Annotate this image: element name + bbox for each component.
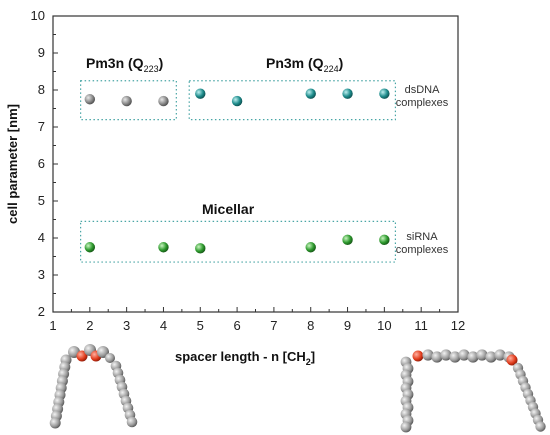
carbon-atom-icon bbox=[535, 421, 546, 432]
data-point bbox=[342, 88, 353, 99]
x-tick-label: 10 bbox=[377, 318, 391, 333]
y-tick-label: 6 bbox=[38, 156, 45, 171]
data-point bbox=[84, 242, 96, 253]
pn3m-group-box bbox=[188, 80, 397, 121]
micellar-group-label: Micellar bbox=[202, 201, 255, 217]
x-axis-title: spacer length - n [CH2] bbox=[175, 349, 315, 367]
data-point bbox=[158, 95, 169, 107]
data-point bbox=[305, 88, 316, 99]
x-tick-label: 6 bbox=[233, 318, 240, 333]
y-tick-label: 9 bbox=[38, 45, 45, 60]
x-tick-label: 12 bbox=[451, 318, 465, 333]
y-tick-label: 3 bbox=[38, 267, 45, 282]
data-point bbox=[84, 94, 96, 105]
carbon-atom-icon bbox=[105, 353, 115, 363]
x-axis-ticks: 1 2 3 4 5 6 7 8 9 10 11 12 bbox=[49, 307, 465, 333]
x-tick-label: 7 bbox=[270, 318, 277, 333]
carbon-atom-icon bbox=[476, 349, 488, 361]
data-point bbox=[158, 242, 169, 253]
carbon-atom-icon bbox=[449, 351, 461, 363]
x-tick-label: 2 bbox=[86, 318, 93, 333]
data-points bbox=[84, 88, 390, 254]
dsdna-label: dsDNA bbox=[405, 84, 441, 96]
carbon-atom-icon bbox=[422, 349, 434, 361]
y-axis-title: cell parameter [nm] bbox=[5, 104, 20, 224]
x-tick-label: 1 bbox=[49, 318, 56, 333]
x-tick-label: 11 bbox=[414, 318, 428, 333]
dsdna-complexes-label: complexes bbox=[396, 97, 449, 109]
carbon-atom-icon bbox=[126, 416, 138, 428]
oxygen-atom-icon bbox=[76, 350, 88, 362]
x-tick-label: 8 bbox=[307, 318, 314, 333]
molecule-short-spacer-image bbox=[49, 344, 138, 429]
carbon-atom-icon bbox=[431, 351, 443, 363]
x-tick-label: 4 bbox=[160, 318, 167, 333]
pn3m-group-label: Pn3m (Q224) bbox=[266, 55, 343, 74]
data-point bbox=[231, 95, 243, 107]
carbon-atom-icon bbox=[485, 351, 497, 363]
carbon-atom-icon bbox=[400, 421, 412, 433]
data-point bbox=[305, 242, 316, 253]
x-tick-label: 3 bbox=[123, 318, 130, 333]
pm3n-group-label: Pm3n (Q223) bbox=[86, 55, 163, 74]
oxygen-atom-icon bbox=[506, 354, 518, 366]
carbon-atom-icon bbox=[458, 349, 470, 361]
carbon-atom-icon bbox=[494, 349, 506, 361]
y-tick-label: 4 bbox=[38, 230, 45, 245]
y-tick-label: 7 bbox=[38, 119, 45, 134]
data-point bbox=[195, 88, 206, 99]
y-tick-label: 8 bbox=[38, 82, 45, 97]
carbon-atom-icon bbox=[49, 417, 61, 429]
sirna-complexes-label: complexes bbox=[396, 244, 449, 256]
sirna-label: siRNA bbox=[406, 231, 438, 243]
carbon-atom-icon bbox=[467, 351, 479, 363]
data-point bbox=[195, 243, 206, 254]
data-point bbox=[342, 234, 353, 246]
x-tick-label: 5 bbox=[197, 318, 204, 333]
x-tick-label: 9 bbox=[344, 318, 351, 333]
carbon-atom-icon bbox=[440, 349, 452, 361]
molecule-long-spacer-image bbox=[400, 349, 546, 433]
y-tick-label: 2 bbox=[38, 304, 45, 319]
oxygen-atom-icon bbox=[412, 350, 424, 362]
data-point bbox=[379, 234, 390, 246]
data-point bbox=[121, 95, 132, 107]
group-boxes bbox=[80, 80, 397, 263]
y-axis-ticks: 2 3 4 5 6 7 8 9 10 bbox=[31, 8, 58, 319]
y-tick-label: 5 bbox=[38, 193, 45, 208]
y-tick-label: 10 bbox=[31, 8, 45, 23]
micellar-group-box bbox=[80, 220, 397, 263]
data-point bbox=[379, 88, 390, 99]
